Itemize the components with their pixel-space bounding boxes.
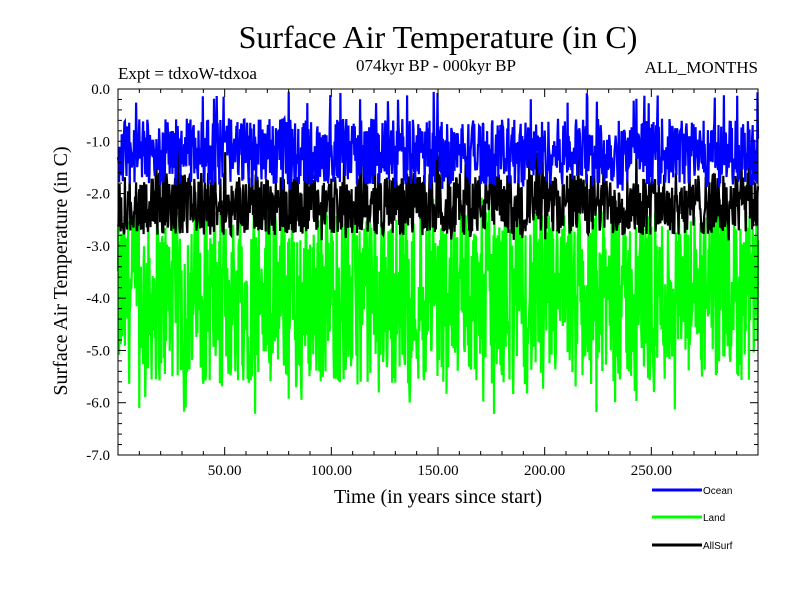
y-axis-label: Surface Air Temperature (in C) <box>50 146 72 395</box>
chart-subtitle-center: 074kyr BP - 000kyr BP <box>356 56 516 75</box>
tick-labels-layer: 50.00 100.00 150.00 200.00 250.00 0.0 -1.0 -2.0… <box>86 82 672 479</box>
series-line-allsurf <box>116 146 760 241</box>
chart-title: Surface Air Temperature (in C) <box>239 19 638 55</box>
chart-subtitle-right: ALL_MONTHS <box>645 58 758 77</box>
series-layer <box>116 91 760 414</box>
y-tick-label: -4.0 <box>86 291 110 307</box>
legend: Ocean Land AllSurf <box>652 486 733 552</box>
y-tick-label: -5.0 <box>86 343 110 359</box>
legend-label-allsurf: AllSurf <box>703 541 733 552</box>
y-tick-label: -7.0 <box>86 448 110 464</box>
y-tick-label: -3.0 <box>86 239 110 255</box>
chart-subtitle-left: Expt = tdxoW-tdxoa <box>118 64 257 83</box>
x-axis-label: Time (in years since start) <box>334 486 542 508</box>
y-tick-label: 0.0 <box>91 82 110 98</box>
y-tick-label: -2.0 <box>86 187 110 203</box>
series-line-ocean <box>116 91 760 191</box>
x-tick-label: 150.00 <box>417 463 458 479</box>
x-tick-label: 50.00 <box>208 463 242 479</box>
y-tick-label: -1.0 <box>86 134 110 150</box>
legend-label-land: Land <box>703 513 725 524</box>
x-tick-label: 200.00 <box>524 463 565 479</box>
legend-label-ocean: Ocean <box>703 486 732 497</box>
plot-frame <box>117 88 759 456</box>
x-tick-label: 100.00 <box>311 463 352 479</box>
y-tick-label: -6.0 <box>86 396 110 412</box>
x-tick-label: 250.00 <box>631 463 672 479</box>
